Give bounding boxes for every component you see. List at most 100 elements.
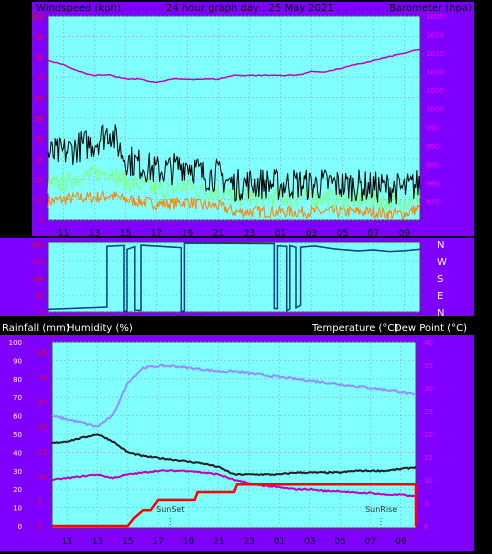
- temperature-tick-label: 20: [424, 431, 433, 439]
- wind-x-tick-label: 03: [306, 229, 317, 239]
- direction-tick-label: 0: [40, 310, 44, 317]
- lower-x-tick-label: 17: [152, 537, 163, 547]
- direction-tick-label: 90: [36, 293, 44, 300]
- humidity-axis-title: Humidity (%): [67, 323, 133, 334]
- wind-x-tick-label: 13: [89, 229, 100, 239]
- humidity-tick-label: 90: [13, 357, 22, 365]
- rain-tick-label: 25: [38, 399, 47, 407]
- barometer-tick-label: 1015: [426, 50, 444, 58]
- wind-tick-label: 90: [35, 33, 44, 41]
- wind-tick-label: 80: [35, 54, 44, 62]
- lower-x-tick-label: 01: [274, 537, 285, 547]
- lower-x-tick-label: 03: [304, 537, 315, 547]
- temperature-axis-title: Temperature (°C): [311, 323, 398, 334]
- lower-x-tick-label: 23: [243, 537, 254, 547]
- lower-x-tick-label: 15: [122, 537, 133, 547]
- wind-tick-label: 60: [35, 95, 44, 103]
- wind-x-tick-label: 07: [368, 229, 379, 239]
- wind-low-line: [47, 189, 421, 221]
- compass-label: N: [437, 240, 444, 251]
- lower-x-tick-label: 11: [61, 537, 72, 547]
- humidity-tick-label: 40: [13, 449, 22, 457]
- direction-tick-label: 360: [33, 242, 45, 249]
- barometer-tick-label: 995: [426, 124, 439, 132]
- wind-x-tick-label: 21: [213, 229, 224, 239]
- wind-tick-label: 30: [35, 156, 44, 164]
- direction-plot-area: [47, 241, 421, 313]
- temperature-tick-label: 35: [424, 362, 433, 370]
- humidity-tick-label: 60: [13, 413, 22, 421]
- sunset-label: SunSet: [156, 505, 184, 514]
- barometer-tick-label: 1005: [426, 87, 444, 95]
- wind-tick-label: 50: [35, 115, 44, 123]
- barometer-tick-label: 980: [426, 180, 439, 188]
- lower-x-tick-label: 07: [365, 537, 376, 547]
- rainfall-line: [52, 482, 418, 528]
- temperature-tick-label: 40: [424, 339, 433, 347]
- temperature-tick-label: 25: [424, 408, 433, 416]
- temperature-tick-label: 5: [424, 500, 428, 508]
- gust-line: [47, 124, 421, 205]
- humidity-tick-label: 70: [13, 394, 22, 402]
- direction-tick-label: 180: [33, 276, 45, 283]
- wind-x-tick-label: 11: [58, 229, 69, 239]
- compass-label: W: [437, 257, 447, 268]
- rain-tick-label: 5: [38, 498, 42, 506]
- wind-x-tick-label: 01: [275, 229, 286, 239]
- temperature-line: [51, 363, 417, 428]
- compass-label: S: [437, 274, 443, 285]
- wind-tick-label: 0: [40, 217, 44, 225]
- humidity-tick-label: 100: [9, 339, 22, 347]
- wind-tick-label: 100: [31, 13, 44, 21]
- humidity-tick-label: 30: [13, 468, 22, 476]
- compass-label: E: [437, 291, 443, 302]
- dewpoint-axis-title: Dew Point (°C): [394, 323, 467, 334]
- barometer-tick-label: 975: [426, 198, 439, 206]
- wind-x-tick-label: 15: [120, 229, 131, 239]
- avg-wind-line: [47, 165, 421, 212]
- humidity-tick-label: 10: [13, 505, 22, 513]
- rain-tick-label: 0: [38, 523, 42, 531]
- wind-tick-label: 10: [35, 197, 44, 205]
- humidity-tick-label: 0: [18, 523, 22, 531]
- wind-tick-label: 40: [35, 135, 44, 143]
- wind-tick-label: 20: [35, 176, 44, 184]
- lower-x-tick-label: 21: [213, 537, 224, 547]
- temperature-tick-label: 0: [424, 523, 428, 531]
- direction-tick-label: 270: [33, 259, 45, 266]
- rain-tick-label: 35: [38, 349, 47, 357]
- temperature-tick-label: 30: [424, 385, 433, 393]
- humidity-tick-label: 50: [13, 431, 22, 439]
- wind-x-tick-label: 05: [337, 229, 348, 239]
- rain-tick-label: 30: [38, 374, 47, 382]
- lower-x-tick-label: 09: [395, 537, 407, 547]
- barometer-line: [47, 48, 421, 84]
- dewpoint-line: [51, 469, 417, 498]
- barometer-tick-label: 1025: [426, 13, 444, 21]
- temperature-tick-label: 10: [424, 477, 433, 485]
- barometer-tick-label: 1000: [426, 106, 444, 114]
- wind-tick-label: 70: [35, 74, 44, 82]
- sunrise-label: SunRise: [365, 505, 397, 514]
- temperature-plot-area: [51, 341, 417, 529]
- wind-x-tick-label: 17: [151, 229, 162, 239]
- barometer-axis-title: Barometer (hpa): [389, 3, 472, 14]
- temperature-tick-label: 15: [424, 454, 433, 462]
- barometer-tick-label: 1020: [426, 32, 444, 40]
- lower-x-tick-label: 19: [183, 537, 195, 547]
- lower-x-tick-label: 05: [334, 537, 345, 547]
- rain-tick-label: 15: [38, 448, 47, 456]
- humidity-line: [51, 433, 417, 477]
- rainfall-axis-title: Rainfall (mm): [2, 323, 70, 334]
- lower-x-tick-label: 13: [92, 537, 103, 547]
- windspeed-axis-title: Windspeed (kph): [36, 3, 121, 14]
- barometer-tick-label: 1010: [426, 69, 444, 77]
- humidity-tick-label: 20: [13, 486, 22, 494]
- wind-x-tick-label: 09: [399, 229, 411, 239]
- rain-tick-label: 10: [38, 473, 47, 481]
- rain-tick-label: 20: [38, 424, 47, 432]
- humidity-tick-label: 80: [13, 376, 22, 384]
- wind-x-tick-label: 23: [244, 229, 255, 239]
- compass-label: N: [437, 308, 444, 319]
